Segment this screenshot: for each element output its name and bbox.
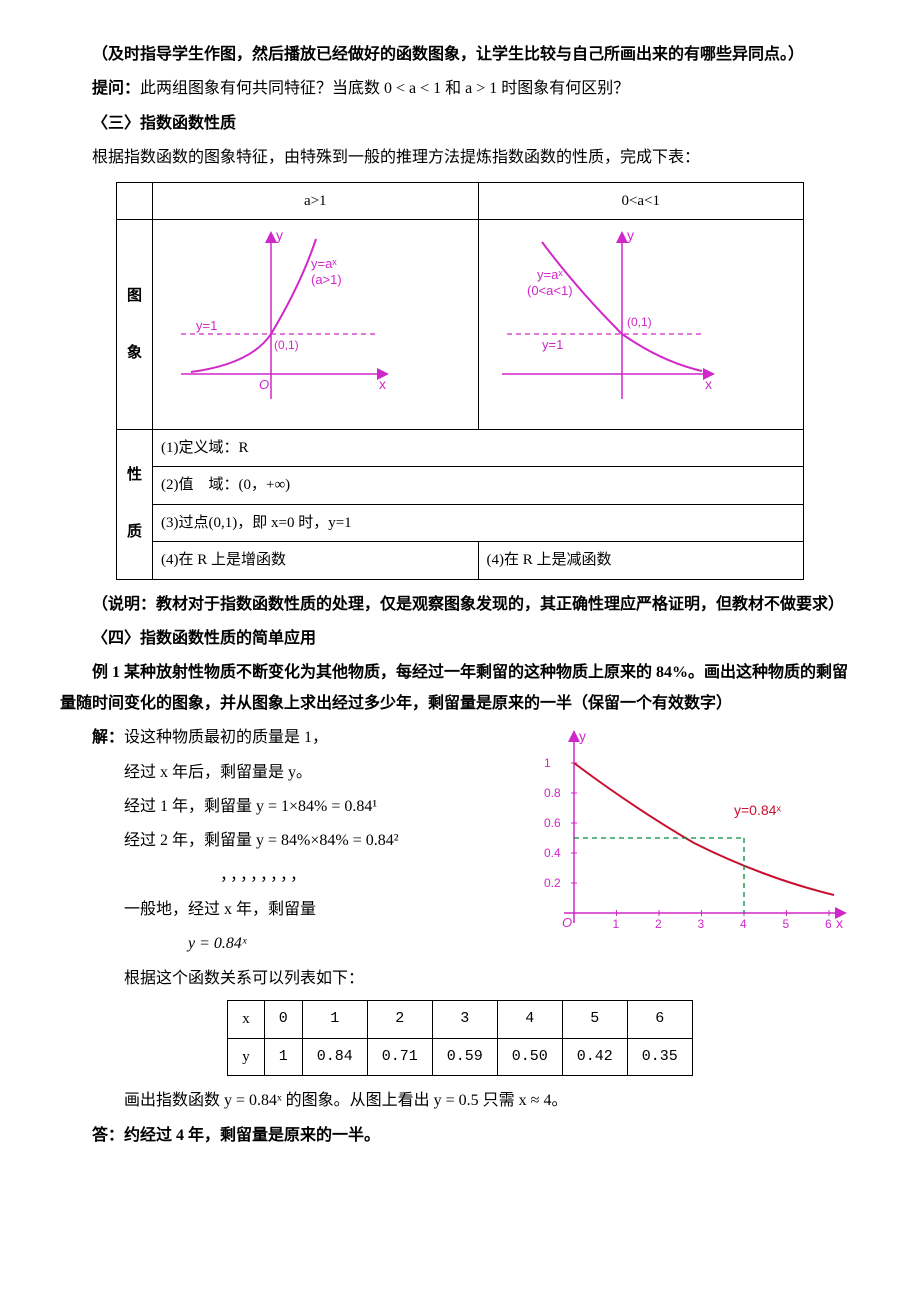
curve-label-line1: y=aˣ (537, 267, 563, 282)
paragraph-note: （说明：教材对于指数函数性质的处理，仅是观察图象发现的，其正确性理应严格证明，但… (60, 590, 860, 620)
y1-line-label: y=1 (196, 318, 217, 333)
property-4b: (4)在 R 上是减函数 (478, 542, 804, 580)
xy-table: x0123456 y10.840.710.590.500.420.35 (227, 1000, 693, 1076)
table-cell: 0.35 (627, 1038, 692, 1076)
xy-x-label: x (228, 1001, 265, 1039)
solution-line-1: 解：设这种物质最初的质量是 1， (60, 723, 492, 753)
x-axis-label: x (836, 915, 843, 931)
xy-y-label: y (228, 1038, 265, 1076)
x-axis-label: x (379, 376, 386, 392)
decay-graph: 0.2 0.4 0.6 0.8 1 1 2 3 4 5 6 y x O y=0.84ˣ (524, 723, 854, 943)
graph-cell-increasing: y x O y=1 (0,1) y=aˣ (a>1) (153, 220, 479, 430)
property-1: (1)定义域：R (153, 429, 804, 467)
table-cell: 3 (432, 1001, 497, 1039)
y1-line-label: y=1 (542, 337, 563, 352)
origin-label: O (562, 915, 572, 930)
graph-cell-decreasing: y x y=1 (0,1) y=aˣ (0<a<1) (478, 220, 804, 430)
solution-line-5: 一般地，经过 x 年，剩留量 (60, 895, 492, 925)
solution-ellipsis: ，，，，，，，， (220, 861, 492, 891)
xtick-label: 6 (825, 917, 832, 931)
table-cell: 0 (264, 1001, 302, 1039)
properties-table: a>1 0<a<1 图 象 y x O y=1 (0,1) y=aˣ (a>1) (116, 182, 804, 580)
ytick-label: 0.8 (544, 786, 561, 800)
ytick-label: 1 (544, 756, 551, 770)
table-cell: 4 (497, 1001, 562, 1039)
xtick-label: 4 (740, 917, 747, 931)
xtick-label: 2 (655, 917, 662, 931)
row-label-properties: 性 质 (117, 429, 153, 579)
solution-line-6: y = 0.84ˣ (60, 929, 492, 959)
table-cell: 0.71 (367, 1038, 432, 1076)
table-cell: 0.84 (302, 1038, 367, 1076)
conclusion: 画出指数函数 y = 0.84ˣ 的图象。从图上看出 y = 0.5 只需 x … (60, 1086, 860, 1116)
y-axis-label: y (276, 227, 283, 243)
table-head-b: 0<a<1 (478, 182, 804, 220)
point-01-label: (0,1) (627, 315, 652, 329)
example-1: 例 1 某种放射性物质不断变化为其他物质，每经过一年剩留的这种物质上原来的 84… (60, 658, 860, 719)
table-corner (117, 182, 153, 220)
paragraph-intro3: 根据指数函数的图象特征，由特殊到一般的推理方法提炼指数函数的性质，完成下表： (60, 143, 860, 173)
ytick-label: 0.2 (544, 876, 561, 890)
property-4a: (4)在 R 上是增函数 (153, 542, 479, 580)
curve-label-line1: y=aˣ (311, 256, 337, 271)
xtick-label: 1 (613, 917, 620, 931)
curve-label-line2: (0<a<1) (527, 283, 573, 298)
table-cell: 1 (264, 1038, 302, 1076)
xtick-label: 5 (783, 917, 790, 931)
solution-line-4: 经过 2 年，剩留量 y = 84%×84% = 0.84² (60, 826, 492, 856)
y-axis-label: y (627, 227, 634, 243)
table-cell: 0.59 (432, 1038, 497, 1076)
solution-line-7: 根据这个函数关系可以列表如下： (60, 964, 860, 994)
heading-section-3: 〈三〉指数函数性质 (60, 109, 860, 139)
table-cell: 0.50 (497, 1038, 562, 1076)
origin-label: O (259, 377, 269, 392)
table-cell: 2 (367, 1001, 432, 1039)
table-head-a: a>1 (153, 182, 479, 220)
xtick-label: 3 (698, 917, 705, 931)
y-axis-label: y (579, 728, 586, 744)
heading-section-4: 〈四〉指数函数性质的简单应用 (60, 624, 860, 654)
property-3: (3)过点(0,1)，即 x=0 时，y=1 (153, 504, 804, 542)
paragraph-ask: 提问：此两组图象有何共同特征？当底数 0 < a < 1 和 a > 1 时图象… (60, 74, 860, 104)
table-cell: 5 (562, 1001, 627, 1039)
exp-graph-increasing: y x O y=1 (0,1) y=aˣ (a>1) (161, 224, 401, 414)
func-label: y=0.84ˣ (734, 802, 781, 818)
ytick-label: 0.6 (544, 816, 561, 830)
point-01-label: (0,1) (274, 338, 299, 352)
answer: 答：约经过 4 年，剩留量是原来的一半。 (60, 1121, 860, 1151)
x-axis-label: x (705, 376, 712, 392)
solution-line-2: 经过 x 年后，剩留量是 y。 (60, 758, 492, 788)
ytick-label: 0.4 (544, 846, 561, 860)
solution-line-3: 经过 1 年，剩留量 y = 1×84% = 0.84¹ (60, 792, 492, 822)
table-cell: 0.42 (562, 1038, 627, 1076)
exp-graph-decreasing: y x y=1 (0,1) y=aˣ (0<a<1) (487, 224, 727, 414)
table-cell: 1 (302, 1001, 367, 1039)
table-cell: 6 (627, 1001, 692, 1039)
row-label-graph: 图 象 (117, 220, 153, 430)
curve-label-line2: (a>1) (311, 272, 342, 287)
property-2: (2)值 域：(0，+∞) (153, 467, 804, 505)
paragraph-guide: （及时指导学生作图，然后播放已经做好的函数图象，让学生比较与自己所画出来的有哪些… (60, 40, 860, 70)
